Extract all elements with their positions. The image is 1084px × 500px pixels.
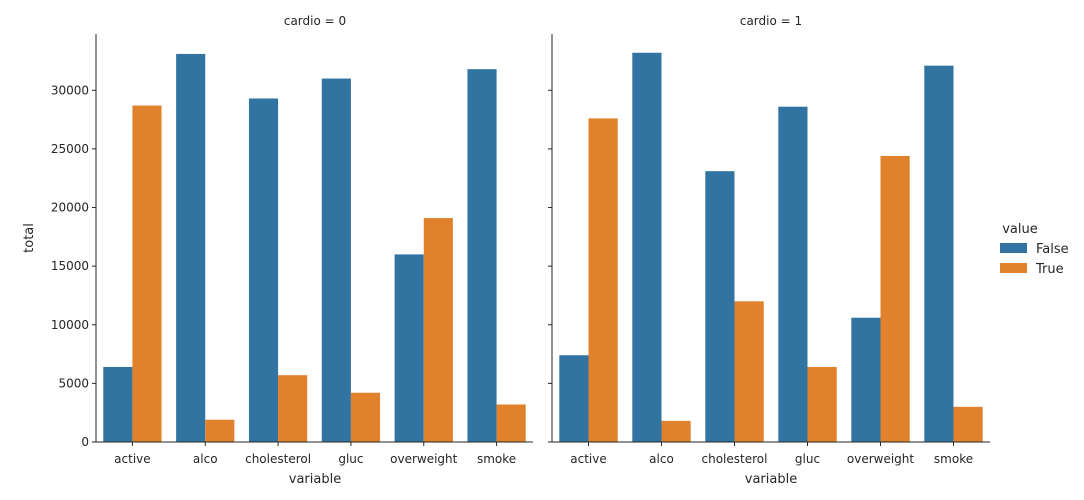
bar-true-gluc <box>350 392 381 442</box>
bar-false-gluc <box>321 78 351 443</box>
legend-swatch-true <box>1000 263 1027 273</box>
y-axis-label: total <box>22 223 37 253</box>
bar-false-overweight <box>851 317 881 442</box>
bar-false-active <box>559 355 589 442</box>
x-tick-label-alco: alco <box>193 452 218 466</box>
legend-swatch-false <box>1000 243 1027 253</box>
legend-label-false: False <box>1036 242 1069 257</box>
y-tick-label-20000: 20000 <box>51 201 89 215</box>
y-tick-label-5000: 5000 <box>58 376 89 390</box>
bar-true-smoke <box>953 406 983 442</box>
bar-false-smoke <box>924 65 954 442</box>
bar-false-overweight <box>394 254 424 442</box>
bar-true-alco <box>205 419 235 442</box>
bar-false-alco <box>176 53 206 443</box>
legend: value False True <box>1000 222 1069 277</box>
x-axis-label-0: variable <box>289 472 341 487</box>
x-tick-label-overweight: overweight <box>847 452 915 466</box>
x-tick-label-active: active <box>114 452 150 466</box>
bar-true-active <box>132 105 162 443</box>
x-tick-label-cholesterol: cholesterol <box>245 452 311 466</box>
y-tick-label-30000: 30000 <box>51 83 89 97</box>
bar-false-gluc <box>778 106 808 442</box>
y-tick-label-10000: 10000 <box>51 318 89 332</box>
y-tick-label-15000: 15000 <box>51 259 89 273</box>
x-tick-label-gluc: gluc <box>795 452 820 466</box>
bar-true-gluc <box>807 366 837 442</box>
bar-true-cholesterol <box>278 375 308 442</box>
facet-title-0: cardio = 0 <box>284 14 346 28</box>
legend-label-true: True <box>1035 262 1064 277</box>
panel-cardio-0: cardio = 0 total variable active alco chol… <box>22 14 533 487</box>
bar-false-alco <box>632 52 662 442</box>
x-axis-label-1: variable <box>745 472 797 487</box>
panel-cardio-1: cardio = 1 variable active alco cholestero… <box>548 14 990 487</box>
bar-true-smoke <box>496 404 526 442</box>
x-tick-label-smoke: smoke <box>477 452 516 466</box>
x-tick-label-smoke: smoke <box>934 452 973 466</box>
y-tick-label-0: 0 <box>81 435 89 449</box>
bar-false-active <box>103 366 133 442</box>
legend-title: value <box>1002 222 1038 237</box>
bar-true-overweight <box>880 155 910 442</box>
x-tick-label-overweight: overweight <box>390 452 458 466</box>
y-tick-label-25000: 25000 <box>51 142 89 156</box>
x-tick-label-cholesterol: cholesterol <box>702 452 768 466</box>
bar-false-cholesterol <box>705 171 735 443</box>
facet-title-1: cardio = 1 <box>740 14 802 28</box>
x-tick-label-alco: alco <box>649 452 674 466</box>
bar-true-active <box>588 118 618 442</box>
bar-true-cholesterol <box>734 301 764 442</box>
bar-false-smoke <box>467 69 497 443</box>
bar-true-alco <box>661 420 691 442</box>
x-tick-label-gluc: gluc <box>338 452 363 466</box>
bar-false-cholesterol <box>248 98 279 442</box>
x-tick-label-active: active <box>570 452 606 466</box>
bar-true-overweight <box>423 218 453 442</box>
